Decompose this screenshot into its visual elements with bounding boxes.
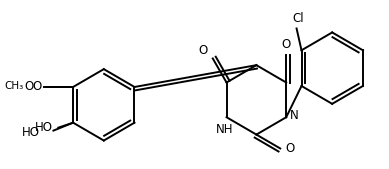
Text: O: O	[198, 44, 208, 57]
Text: NH: NH	[216, 123, 233, 136]
Text: O: O	[282, 38, 291, 51]
Text: N: N	[290, 109, 298, 122]
Text: HO: HO	[22, 126, 40, 139]
Text: HO: HO	[35, 121, 53, 134]
Text: CH₃: CH₃	[5, 81, 24, 91]
Text: Cl: Cl	[293, 12, 304, 25]
Text: O: O	[25, 80, 34, 93]
Text: O: O	[32, 80, 41, 93]
Text: O: O	[286, 142, 295, 155]
